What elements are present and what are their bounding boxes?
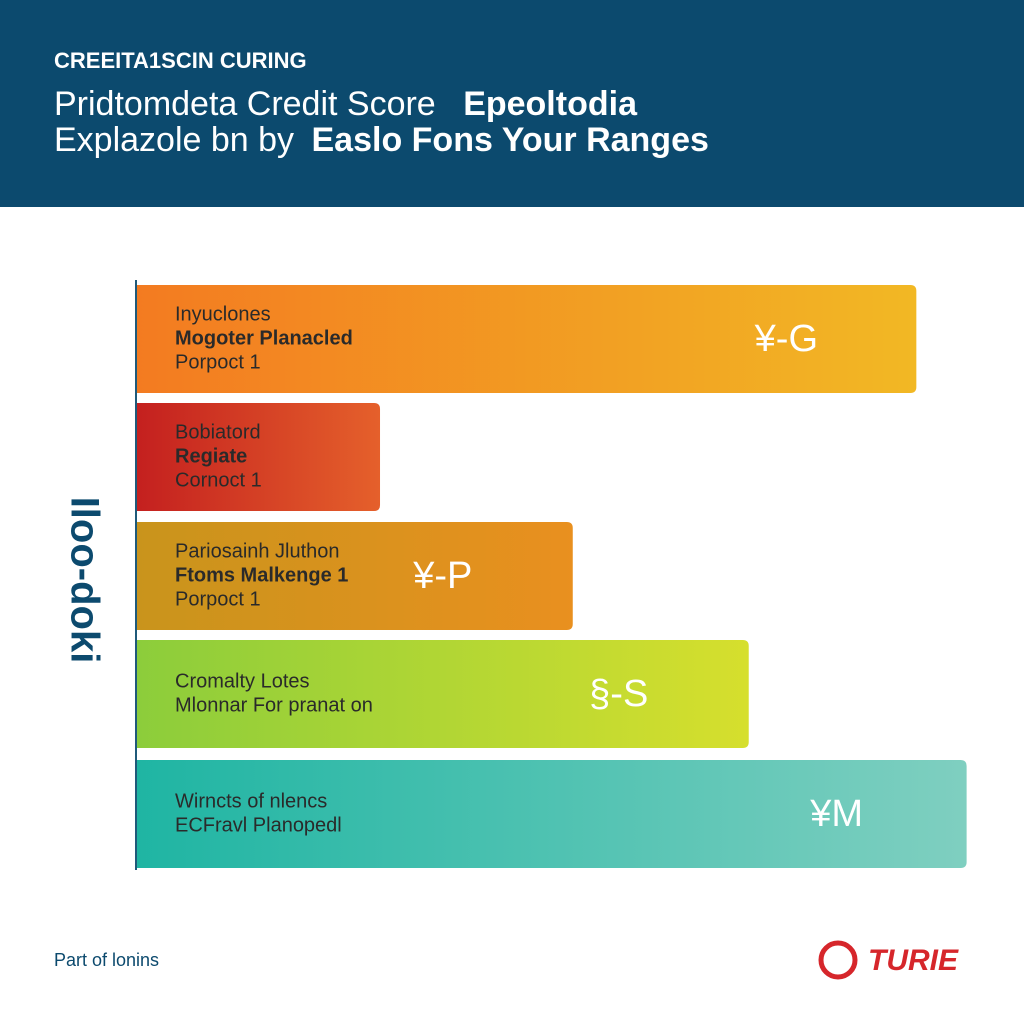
subtitle-part: Easlo Fons Your Ranges bbox=[312, 121, 709, 159]
bar bbox=[137, 403, 381, 511]
bar-label: Bobiatord bbox=[175, 421, 261, 443]
subtitle: Explazole bn by Easlo Fons Your Ranges bbox=[54, 121, 709, 159]
kicker: CREEITA1SCIN CURING bbox=[54, 48, 307, 73]
bar-label: Cornoct 1 bbox=[175, 469, 262, 491]
value-label: ¥M bbox=[809, 793, 863, 835]
header-band bbox=[0, 0, 1024, 207]
value-label: ¥-G bbox=[754, 318, 818, 360]
title-part: Epeoltodia bbox=[463, 85, 638, 123]
bar-label: Pariosainh Jluthon bbox=[175, 540, 340, 562]
subtitle-part: Explazole bn by bbox=[54, 121, 294, 159]
footer: Part of lonins bbox=[54, 950, 159, 970]
title-part: Pridtomdeta Credit Score bbox=[54, 85, 436, 123]
bar-label: Wirncts of nlencs bbox=[175, 790, 327, 812]
bar-label: ECFravl Planopedl bbox=[175, 814, 342, 836]
bar bbox=[137, 640, 749, 748]
value-label: §-S bbox=[589, 673, 648, 715]
bar-label: Cromalty Lotes bbox=[175, 670, 310, 692]
bar-label: Mogoter Planacled bbox=[175, 327, 353, 349]
bar-label: Ftoms Malkenge 1 bbox=[175, 564, 348, 586]
bar bbox=[137, 522, 573, 630]
y-axis-label: Iloo-doki bbox=[62, 497, 106, 664]
bar-label: Porpoct 1 bbox=[175, 351, 261, 373]
bar-label: Regiate bbox=[175, 445, 247, 467]
bar bbox=[137, 760, 967, 868]
value-label: ¥-P bbox=[412, 555, 472, 597]
bar-label: Inyuclones bbox=[175, 303, 271, 325]
logo: TURIE bbox=[868, 944, 959, 977]
bar-label: Porpoct 1 bbox=[175, 588, 261, 610]
bar-label: Mlonnar For pranat on bbox=[175, 694, 373, 716]
title: Pridtomdeta Credit Score Epeoltodia bbox=[54, 85, 638, 123]
logo-icon bbox=[818, 940, 858, 980]
bar bbox=[137, 285, 917, 393]
